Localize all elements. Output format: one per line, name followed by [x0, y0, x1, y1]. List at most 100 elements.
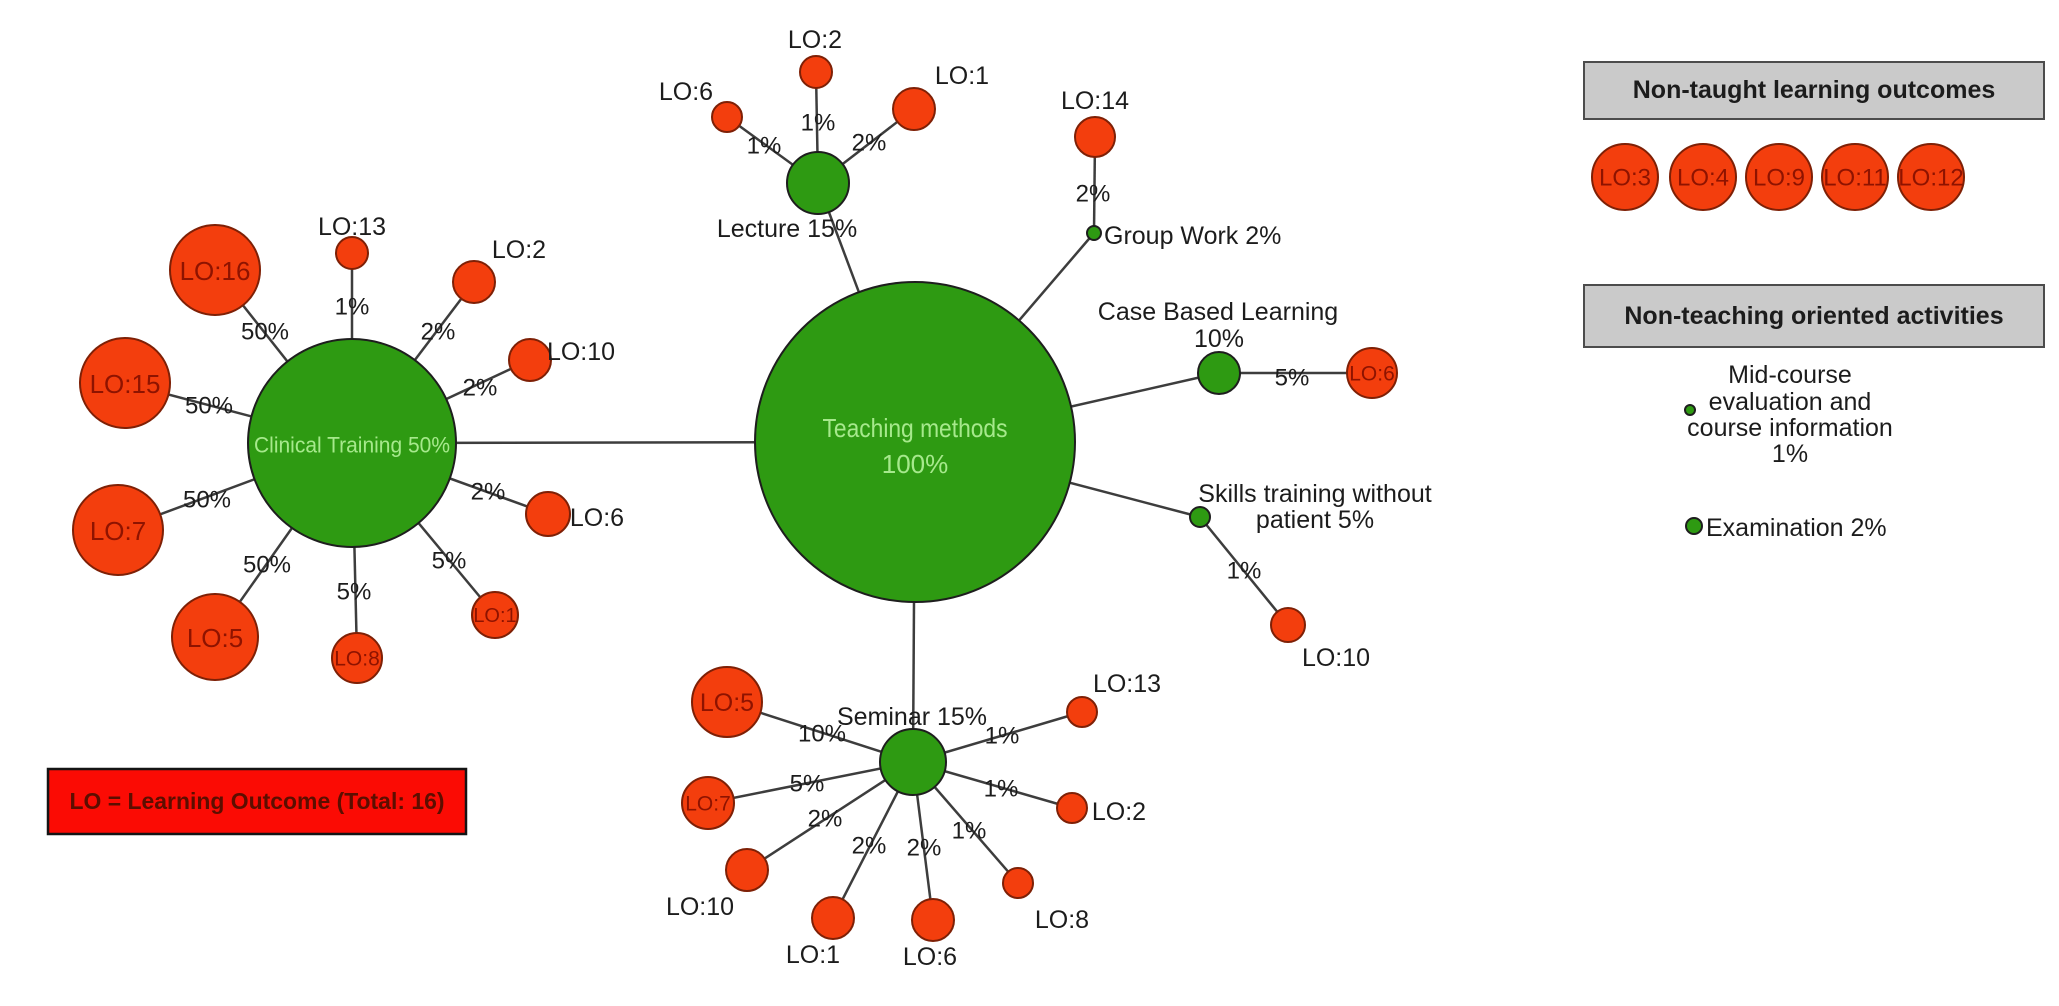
edge-pct-seminar-lo8: 1%: [952, 818, 987, 845]
outcome-label-seminar-lo8: LO:8: [1035, 906, 1089, 934]
non-teaching-title: Non-teaching oriented activities: [1624, 302, 2003, 330]
outcome-circle-groupwork-lo14: [1074, 116, 1116, 158]
midcourse-label-line2: evaluation and: [1709, 388, 1872, 416]
outcome-circle-seminar-lo6: [911, 898, 955, 942]
outcome-label-lo16: LO:16: [180, 256, 251, 286]
cluster-seminar: Seminar 15% LO:5 10% LO:7 5% LO:10 2% LO…: [666, 666, 1161, 971]
examination-dot: [1685, 517, 1703, 535]
outcome-circle-lo2: [452, 260, 496, 304]
teaching-methods-pct: 100%: [882, 449, 949, 479]
outcome-circle-lo8: [331, 632, 383, 684]
outcome-label-seminar-lo6: LO:6: [903, 943, 957, 971]
midcourse-label-line4: 1%: [1772, 440, 1808, 468]
outcome-label-lo4: LO:4: [1677, 165, 1729, 192]
group-work-label: Group Work 2%: [1104, 222, 1281, 250]
outcome-label-seminar-lo13: LO:13: [1093, 670, 1161, 698]
edge-pct-seminar-lo5: 10%: [798, 721, 846, 748]
edge-seminar-lo7: [707, 760, 914, 805]
outcome-circle-lecture-lo2: [799, 55, 833, 89]
edge-pct-clinical-lo13: 1%: [335, 294, 370, 321]
panel-non-teaching: Non-teaching oriented activities Mid-cou…: [1583, 284, 2045, 542]
seminar-circle: [879, 728, 947, 796]
edge-pct-skills-lo10: 1%: [1227, 558, 1262, 585]
teaching-methods-label: Teaching methods: [823, 413, 1008, 443]
outcome-circle-lecture-lo1: [892, 87, 936, 131]
non-teaching-header-box: [1583, 284, 2045, 348]
outcome-circle-lo12: [1897, 143, 1965, 211]
outcome-circle-lo16: [169, 224, 261, 316]
edge-skills-lo10: [1199, 516, 1289, 626]
edge-pct-clinical-lo15: 50%: [185, 393, 233, 420]
outcome-circle-seminar-lo7: [681, 776, 735, 830]
legend-box: [46, 767, 468, 836]
outcome-label-lo12: LO:12: [1898, 165, 1963, 192]
examination-label: Examination 2%: [1706, 514, 1887, 542]
outcome-circle-lo5: [171, 593, 259, 681]
outcome-label-lo7: LO:7: [90, 516, 146, 546]
edge-pct-clinical-lo10: 2%: [463, 375, 498, 402]
group-work-dot: [1086, 225, 1102, 241]
cluster-clinical-training: Clinical Training 50% LO:16 50% LO:13 1%…: [72, 213, 624, 684]
outcome-label-lo15: LO:15: [90, 369, 161, 399]
edge-pct-clinical-lo8: 5%: [337, 579, 372, 606]
outcome-label-lo6: LO:6: [570, 504, 624, 532]
node-teaching-methods: Teaching methods 100%: [754, 281, 1076, 603]
seminar-label: Seminar 15%: [837, 703, 987, 731]
outcome-circle-lo6: [525, 491, 571, 537]
outcome-label-seminar-lo1: LO:1: [786, 941, 840, 969]
cluster-group-work: Group Work 2% LO:14 2%: [1061, 87, 1281, 250]
clinical-training-circle: [247, 338, 457, 548]
outcome-label-lecture-lo2: LO:2: [788, 26, 842, 54]
cluster-lecture: Lecture 15% LO:6 1% LO:2 1% LO:1 2%: [659, 26, 989, 243]
outcome-circle-lecture-lo6: [711, 101, 743, 133]
edge-pct-seminar-lo10: 2%: [808, 806, 843, 833]
cluster-case-based: Case Based Learning 10% LO:6 5%: [1098, 298, 1398, 399]
outcome-circle-lo11: [1821, 143, 1889, 211]
edge-pct-lecture-lo2: 1%: [801, 110, 836, 137]
midcourse-dot: [1684, 404, 1696, 416]
outcome-circle-lo15: [79, 337, 171, 429]
edge-pct-clinical-lo1: 5%: [432, 548, 467, 575]
case-based-label-line1: Case Based Learning: [1098, 298, 1338, 326]
edge-pct-seminar-lo1: 2%: [852, 833, 887, 860]
outcome-circle-seminar-lo10: [725, 848, 769, 892]
teaching-methods-circle: [754, 281, 1076, 603]
outcome-circle-lo9: [1745, 143, 1813, 211]
edge-pct-seminar-lo6: 2%: [907, 835, 942, 862]
outcome-label-lo3: LO:3: [1599, 165, 1651, 192]
outcome-label-lo13: LO:13: [318, 213, 386, 241]
non-taught-header-box: [1583, 61, 2045, 120]
outcome-label-lo8: LO:8: [334, 648, 380, 671]
outcome-circle-skills-lo10: [1270, 607, 1306, 643]
case-based-label-line2: 10%: [1194, 325, 1244, 353]
outcome-label-lo10: LO:10: [547, 338, 615, 366]
edge-pct-seminar-lo13: 1%: [985, 723, 1020, 750]
outcome-circle-lo4: [1669, 143, 1737, 211]
skills-training-dot: [1189, 506, 1211, 528]
case-based-circle: [1197, 351, 1241, 395]
midcourse-label-line1: Mid-course: [1728, 361, 1852, 389]
lecture-circle: [786, 151, 850, 215]
outcome-label-lecture-lo1: LO:1: [935, 62, 989, 90]
outcome-label-lecture-lo6: LO:6: [659, 78, 713, 106]
non-taught-title: Non-taught learning outcomes: [1633, 76, 1996, 104]
cluster-skills-training: Skills training without patient 5% LO:10…: [1189, 480, 1432, 672]
outcome-label-lo9: LO:9: [1753, 165, 1805, 192]
outcome-circle-lo1: [471, 591, 519, 639]
edge-pct-clinical-lo6: 2%: [471, 479, 506, 506]
outcome-label-groupwork-lo14: LO:14: [1061, 87, 1129, 115]
edge-pct-groupwork-lo14: 2%: [1076, 181, 1111, 208]
outcome-label-lo11: LO:11: [1823, 165, 1887, 192]
skills-label-line2: patient 5%: [1256, 506, 1374, 534]
outcome-label-skills-lo10: LO:10: [1302, 644, 1370, 672]
outcome-circle-lo13: [335, 236, 369, 270]
outcome-circle-lo7: [72, 484, 164, 576]
edge-pct-clinical-lo7: 50%: [183, 487, 231, 514]
lecture-label: Lecture 15%: [717, 215, 857, 243]
panel-non-taught: Non-taught learning outcomes LO:3 LO:4 L…: [1583, 61, 2045, 211]
outcome-label-seminar-lo7: LO:7: [685, 793, 731, 816]
outcome-label-seminar-lo10: LO:10: [666, 893, 734, 921]
edge-pct-clinical-lo16: 50%: [241, 319, 289, 346]
outcome-circle-lo3: [1591, 143, 1659, 211]
